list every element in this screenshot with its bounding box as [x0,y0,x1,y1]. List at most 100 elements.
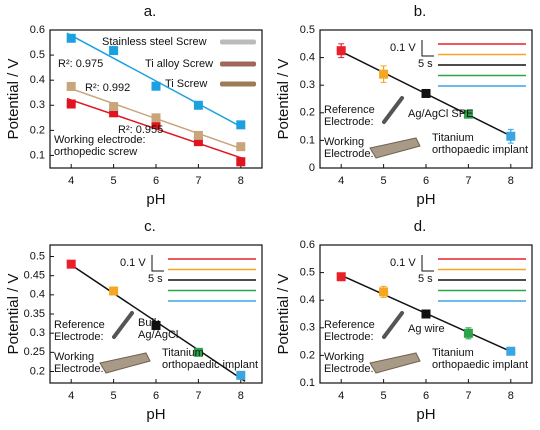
marker [463,109,473,119]
marker [336,272,346,282]
x-axis-label: pH [146,406,165,423]
y-tick-label: 0.4 [30,74,45,86]
y-tick-label: 0.3 [300,79,315,91]
marker [236,370,246,380]
marker [66,99,76,109]
marker [193,100,203,110]
annotation: 5 s [418,273,433,285]
y-tick-label: 0.3 [300,322,315,334]
y-tick-label: 0.1 [300,134,315,146]
annotation: orthopaedic implant [162,359,258,371]
y-tick-label: 0.6 [30,24,45,36]
marker [109,46,119,56]
marker [109,102,119,112]
annotation: Working [54,351,94,363]
annotation: Working [324,136,364,148]
marker [236,120,246,130]
annotation: orthopedic screw [54,146,137,158]
implant-icon [369,137,421,159]
y-axis-label: Potential / V [275,274,292,355]
annotation: Electrode: [324,363,374,375]
annotation: Ti alloy Screw [145,58,213,70]
implant-icon [99,352,151,374]
electrode-icon [382,96,404,124]
y-tick-label: 0 [309,162,315,174]
panel-label: c. [144,218,156,235]
y-axis-label: Potential / V [275,59,292,140]
y-tick-label: 0.3 [30,327,45,339]
marker [109,286,119,296]
y-axis-label: Potential / V [5,59,22,140]
y-tick-label: 0.2 [300,349,315,361]
x-tick-label: 7 [465,390,471,402]
annotation: Electrode: [54,331,104,343]
annotation: Ag/AgCl [138,329,178,341]
annotation: Titanium [432,132,474,144]
y-tick-label: 0.5 [300,267,315,279]
annotation: orthopaedic implant [432,359,528,371]
annotation: Working electrode: [54,134,146,146]
marker [379,287,389,297]
y-tick-label: 0.5 [300,24,315,36]
x-tick-label: 4 [338,175,344,187]
annotation: Bulk [138,317,160,329]
annotation: Reference [324,104,375,116]
annotation: 5 s [148,273,163,285]
marker [421,309,431,319]
annotation: Electrode: [324,331,374,343]
scale-bar [421,40,434,57]
scale-bar [421,255,434,272]
annotation: R²: 0.992 [85,82,130,94]
x-tick-label: 6 [423,390,429,402]
annotation: 5 s [418,58,433,70]
marker [236,142,246,152]
y-tick-label: 0.4 [30,289,45,301]
annotation: Ag wire [408,323,445,335]
marker [151,119,161,129]
marker [109,108,119,118]
y-tick-label: 0.4 [300,294,315,306]
y-tick-label: 0.6 [300,239,315,251]
annotation: 0.1 V [120,257,146,269]
marker [506,131,516,141]
annotation: 0.1 V [390,257,416,269]
panel-label: b. [414,3,427,20]
panel-label: d. [414,218,427,235]
annotation: Titanium [432,347,474,359]
marker [236,157,246,167]
annotation: Electrode: [54,363,104,375]
electrode-icon [112,311,134,339]
marker [193,137,203,147]
annotation: Reference [54,319,105,331]
x-tick-label: 8 [508,390,514,402]
y-tick-label: 0.5 [30,250,45,262]
y-tick-label: 0.2 [30,365,45,377]
y-tick-label: 0.2 [30,124,45,136]
marker [66,33,76,43]
x-tick-label: 8 [508,175,514,187]
screw-icon [220,81,256,87]
annotation: Working [324,351,364,363]
screw-icon [220,61,256,67]
marker [151,81,161,91]
marker [506,346,516,356]
annotation: Electrode: [324,148,374,160]
x-tick-label: 7 [465,175,471,187]
y-tick-label: 0.35 [24,308,45,320]
y-tick-label: 0.45 [24,270,45,282]
marker [66,259,76,269]
x-tick-label: 7 [195,390,201,402]
fit-line [66,97,246,160]
screw-icon [220,39,256,45]
x-tick-label: 6 [153,175,159,187]
marker [66,81,76,91]
x-tick-label: 6 [153,390,159,402]
marker [151,113,161,123]
x-axis-label: pH [146,191,165,208]
marker [421,88,431,98]
x-tick-label: 7 [195,175,201,187]
annotation: R²: 0.975 [58,58,103,70]
x-tick-label: 8 [238,175,244,187]
x-tick-label: 5 [381,390,387,402]
